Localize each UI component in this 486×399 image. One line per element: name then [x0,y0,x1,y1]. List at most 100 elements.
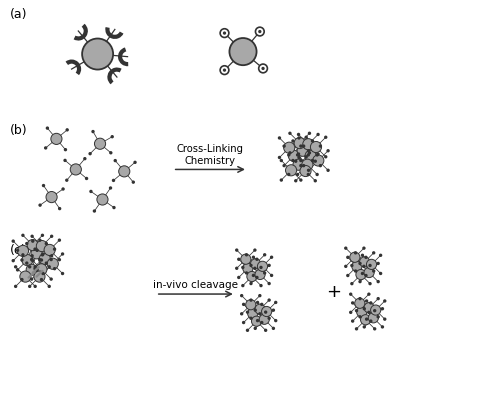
Circle shape [296,153,299,157]
Circle shape [287,173,291,176]
Circle shape [349,292,352,296]
Circle shape [260,266,263,269]
Circle shape [350,252,360,262]
Circle shape [313,179,317,182]
Circle shape [267,298,271,302]
Circle shape [368,282,372,285]
Circle shape [324,136,328,139]
Circle shape [299,178,303,182]
Circle shape [274,301,278,304]
Circle shape [112,179,115,182]
Circle shape [253,249,257,252]
Circle shape [270,274,273,277]
Circle shape [368,313,379,323]
Circle shape [14,265,17,269]
Circle shape [242,321,245,324]
Circle shape [83,157,87,160]
Circle shape [39,253,51,265]
Circle shape [258,312,261,316]
Circle shape [16,249,19,252]
Circle shape [308,132,311,135]
Circle shape [293,159,304,170]
Circle shape [373,327,376,330]
Circle shape [264,329,267,332]
Circle shape [291,139,295,143]
Text: Cross-Linking
Chemistry: Cross-Linking Chemistry [177,144,244,166]
Circle shape [85,177,88,180]
Circle shape [274,319,278,322]
Circle shape [82,39,113,69]
Circle shape [241,254,251,264]
Text: (c): (c) [9,244,26,257]
Circle shape [299,159,303,162]
Circle shape [344,247,347,250]
Circle shape [267,316,271,320]
Circle shape [367,311,370,314]
Circle shape [66,128,69,132]
Circle shape [247,271,257,282]
Circle shape [272,308,275,312]
Circle shape [319,144,322,148]
Circle shape [383,318,386,321]
Circle shape [316,152,320,156]
Circle shape [299,164,303,167]
Circle shape [361,272,364,275]
Circle shape [252,274,255,277]
Circle shape [311,159,314,162]
Circle shape [305,136,308,139]
Circle shape [42,184,45,187]
Circle shape [31,235,34,238]
Circle shape [237,258,241,261]
Circle shape [70,164,81,175]
Circle shape [44,244,55,255]
Circle shape [223,32,226,35]
Circle shape [245,271,248,275]
Circle shape [296,173,299,176]
Circle shape [53,267,56,271]
Circle shape [305,150,316,162]
Circle shape [30,258,34,261]
Circle shape [12,259,15,263]
Circle shape [365,318,368,321]
Circle shape [307,153,310,157]
Circle shape [263,271,266,275]
Circle shape [372,251,375,255]
Circle shape [109,151,112,154]
Circle shape [38,239,42,242]
Circle shape [91,130,95,133]
Circle shape [362,265,365,268]
Text: (a): (a) [9,8,27,21]
Circle shape [35,268,39,272]
Circle shape [327,169,330,172]
Circle shape [373,309,376,312]
Circle shape [371,305,381,315]
Circle shape [294,160,297,163]
Circle shape [223,69,226,72]
Circle shape [379,254,382,257]
Circle shape [352,261,362,271]
Circle shape [16,268,19,272]
Circle shape [41,252,45,256]
Circle shape [383,299,386,303]
Circle shape [249,264,253,267]
Circle shape [58,258,61,261]
Circle shape [319,164,322,167]
Circle shape [354,251,357,255]
Circle shape [346,256,349,259]
Circle shape [311,141,322,152]
Circle shape [20,271,31,282]
Circle shape [312,155,324,166]
Circle shape [31,254,34,257]
Circle shape [357,307,367,317]
Circle shape [34,265,37,269]
Circle shape [294,179,297,182]
Circle shape [41,233,44,237]
Circle shape [363,307,366,310]
Circle shape [302,144,305,148]
Circle shape [44,146,47,150]
Circle shape [361,315,371,325]
Circle shape [358,315,362,318]
Circle shape [297,136,301,140]
Circle shape [22,255,33,266]
Circle shape [249,316,253,320]
